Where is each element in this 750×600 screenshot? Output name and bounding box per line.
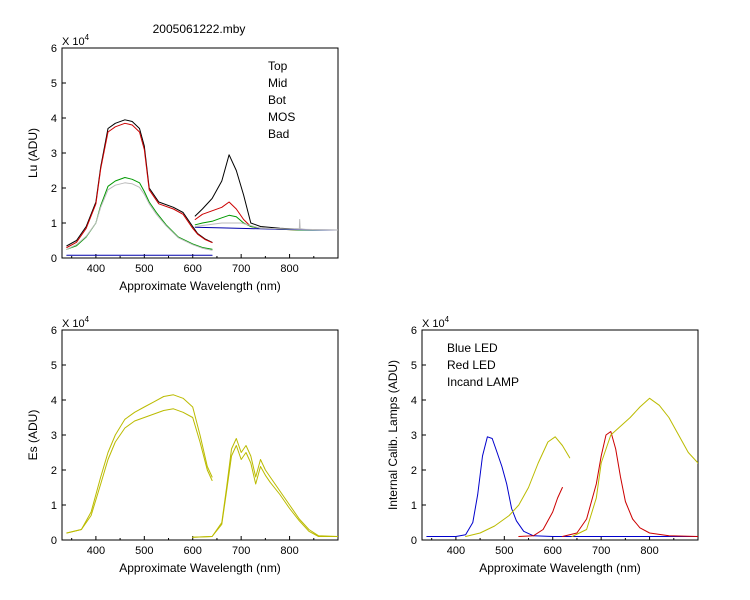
y-tick-label: 0 — [411, 535, 417, 547]
x-tick-label: 700 — [232, 263, 250, 275]
scale-exponent: 4 — [85, 315, 90, 324]
series-line — [194, 201, 338, 231]
series-line — [66, 394, 213, 534]
series-line — [465, 436, 571, 537]
series-line — [426, 436, 698, 537]
x-tick-label: 700 — [592, 545, 610, 557]
scale-exponent: 4 — [445, 315, 450, 324]
y-axis-label: Es (ADU) — [26, 410, 40, 461]
x-tick-label: 500 — [135, 263, 153, 275]
scale-label: X 104 — [62, 33, 90, 48]
series-line — [571, 397, 698, 537]
y-tick-label: 6 — [51, 43, 57, 55]
y-tick-label: 2 — [51, 183, 57, 195]
series-incand-lamp — [465, 397, 698, 537]
series-mos — [66, 226, 338, 256]
series-line — [192, 438, 338, 538]
legend-entry: Incand LAMP — [447, 375, 519, 389]
y-tick-label: 4 — [51, 395, 57, 407]
legend-entry: Blue LED — [447, 341, 498, 355]
scale-label: X 104 — [62, 315, 90, 330]
y-tick-label: 5 — [51, 78, 57, 90]
y-tick-label: 4 — [411, 395, 417, 407]
series-line — [66, 122, 213, 248]
series-blue-led — [426, 436, 698, 537]
y-tick-label: 6 — [411, 325, 417, 337]
y-tick-label: 0 — [51, 535, 57, 547]
y-tick-label: 3 — [411, 430, 417, 442]
x-axis-label: Approximate Wavelength (nm) — [119, 561, 281, 575]
x-tick-label: 400 — [447, 545, 465, 557]
series-line — [66, 177, 213, 250]
scale-base: X 10 — [62, 36, 85, 48]
legend-entry: Top — [268, 59, 288, 73]
legend-entry: Mid — [268, 76, 287, 90]
scale-base: X 10 — [62, 318, 85, 330]
legend-entry: Red LED — [447, 358, 496, 372]
series-line — [194, 154, 338, 231]
scale-label: X 104 — [422, 315, 450, 330]
legend-entry: Bot — [268, 93, 287, 107]
x-tick-label: 800 — [640, 545, 658, 557]
y-axis-label: Internal Calib. Lamps (ADU) — [386, 360, 400, 510]
series-es-0 — [66, 394, 338, 538]
legend-entry: MOS — [268, 110, 295, 124]
scale-exponent: 4 — [85, 33, 90, 42]
x-tick-label: 500 — [495, 545, 513, 557]
y-tick-label: 3 — [51, 148, 57, 160]
x-tick-label: 400 — [87, 263, 105, 275]
y-tick-label: 6 — [51, 325, 57, 337]
legend-entry: Bad — [268, 127, 289, 141]
x-tick-label: 600 — [184, 545, 202, 557]
series-line — [518, 487, 563, 537]
x-tick-label: 600 — [544, 545, 562, 557]
series-bot — [66, 177, 338, 250]
series-line — [561, 431, 698, 537]
y-axis-label: Lu (ADU) — [26, 128, 40, 178]
series-line — [192, 445, 338, 538]
y-tick-label: 5 — [411, 360, 417, 372]
x-tick-label: 500 — [135, 545, 153, 557]
x-axis-label: Approximate Wavelength (nm) — [119, 279, 281, 293]
y-tick-label: 2 — [411, 465, 417, 477]
y-tick-label: 5 — [51, 360, 57, 372]
y-tick-label: 1 — [51, 218, 57, 230]
y-tick-label: 1 — [51, 500, 57, 512]
series-line — [194, 219, 338, 231]
x-tick-label: 700 — [232, 545, 250, 557]
series-red-led — [518, 431, 698, 537]
series-line — [66, 408, 213, 534]
x-tick-label: 800 — [280, 263, 298, 275]
page-title: 2005061222.mby — [153, 22, 246, 36]
x-tick-label: 400 — [87, 545, 105, 557]
x-tick-label: 800 — [280, 545, 298, 557]
y-tick-label: 1 — [411, 500, 417, 512]
x-axis-label: Approximate Wavelength (nm) — [479, 561, 641, 575]
y-tick-label: 3 — [51, 430, 57, 442]
y-tick-label: 4 — [51, 113, 57, 125]
scale-base: X 10 — [422, 318, 445, 330]
y-tick-label: 0 — [51, 253, 57, 265]
x-tick-label: 600 — [184, 263, 202, 275]
series-bad — [66, 182, 338, 251]
y-tick-label: 2 — [51, 465, 57, 477]
series-line — [66, 182, 213, 251]
